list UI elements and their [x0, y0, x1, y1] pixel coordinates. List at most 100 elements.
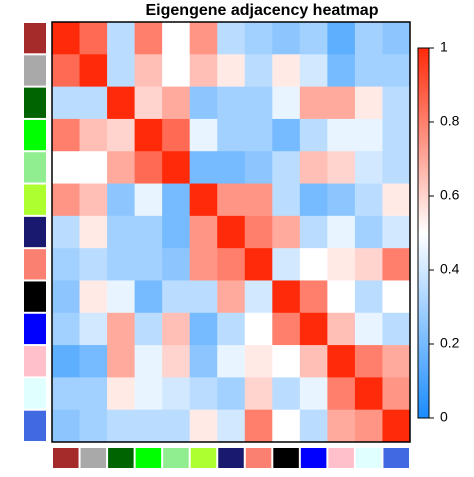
heat-cell: [272, 86, 301, 120]
heat-cell: [327, 54, 356, 88]
heat-cell: [134, 280, 163, 314]
heat-cell: [327, 215, 356, 249]
heat-cell: [134, 86, 163, 120]
heat-cell: [272, 151, 301, 185]
heat-cell: [134, 409, 163, 443]
heat-cell: [189, 377, 218, 411]
heat-cell: [52, 183, 81, 217]
colorbar-tick-label: 0.2: [440, 335, 460, 351]
heat-cell: [79, 377, 108, 411]
heat-cell: [327, 118, 356, 152]
row-module-color: [24, 119, 46, 151]
heat-cell: [79, 215, 108, 249]
heat-cell: [272, 345, 301, 378]
heat-cell: [162, 118, 191, 152]
heat-cell: [354, 215, 383, 249]
heat-cell: [327, 409, 356, 443]
heat-cell: [52, 118, 81, 152]
row-module-color: [24, 313, 46, 345]
heat-cell: [52, 86, 81, 120]
heat-cell: [244, 183, 273, 217]
heat-cell: [107, 22, 136, 55]
heat-cell: [272, 22, 301, 55]
heat-cell: [244, 86, 273, 120]
col-module-color: [273, 448, 299, 468]
heat-cell: [79, 118, 108, 152]
heat-cell: [134, 215, 163, 249]
heat-cell: [79, 409, 108, 443]
heat-cell: [272, 377, 301, 411]
heat-cell: [382, 409, 411, 443]
heat-cell: [217, 86, 246, 120]
row-module-color: [24, 378, 46, 409]
heat-cell: [354, 345, 383, 378]
row-module-color: [24, 55, 46, 86]
heat-cell: [272, 118, 301, 152]
row-module-color: [24, 249, 46, 280]
heat-cell: [217, 280, 246, 314]
heat-cell: [244, 215, 273, 249]
heat-cell: [354, 312, 383, 346]
heat-cell: [134, 377, 163, 411]
heat-cell: [217, 54, 246, 88]
col-module-color: [53, 448, 79, 468]
heat-cell: [162, 377, 191, 411]
heat-cell: [299, 118, 328, 152]
heat-cell: [107, 409, 136, 443]
heat-cell: [79, 86, 108, 120]
heat-cell: [217, 248, 246, 281]
heat-cell: [354, 22, 383, 55]
heat-cell: [354, 54, 383, 88]
heat-cell: [107, 215, 136, 249]
heat-cell: [79, 151, 108, 185]
heat-cell: [299, 409, 328, 443]
heat-cell: [189, 345, 218, 378]
row-module-color: [24, 184, 46, 215]
colorbar-tick-label: 0: [440, 409, 448, 425]
heat-cell: [327, 248, 356, 281]
col-module-color: [80, 448, 107, 468]
heat-cell: [162, 183, 191, 217]
row-module-color: [24, 216, 46, 248]
heat-cell: [189, 280, 218, 314]
heat-cell: [272, 312, 301, 346]
heat-cell: [162, 248, 191, 281]
heat-cell: [189, 151, 218, 185]
row-module-color: [24, 23, 46, 54]
heat-cell: [107, 54, 136, 88]
col-module-color: [245, 448, 272, 468]
heat-cell: [52, 54, 81, 88]
heat-cell: [162, 409, 191, 443]
plot-border: [51, 21, 411, 443]
heat-cell: [382, 118, 411, 152]
heat-cell: [299, 151, 328, 185]
heat-cell: [299, 86, 328, 120]
heat-cell: [244, 248, 273, 281]
col-module-color: [218, 448, 244, 468]
heat-cell: [272, 54, 301, 88]
heat-cell: [107, 280, 136, 314]
heat-cell: [189, 215, 218, 249]
heat-cell: [217, 118, 246, 152]
row-module-color: [24, 346, 46, 377]
heat-cell: [52, 312, 81, 346]
heat-cell: [327, 280, 356, 314]
heat-cell: [189, 183, 218, 217]
col-module-color: [328, 448, 354, 468]
heat-cell: [244, 22, 273, 55]
heat-cell: [382, 377, 411, 411]
heat-cell: [244, 409, 273, 443]
heat-cell: [272, 248, 301, 281]
heat-cell: [327, 345, 356, 378]
heat-cell: [382, 183, 411, 217]
heat-cell: [244, 54, 273, 88]
heat-cell: [299, 22, 328, 55]
heat-cell: [382, 54, 411, 88]
col-module-color: [190, 448, 217, 468]
heat-cell: [162, 86, 191, 120]
heat-cell: [52, 377, 81, 411]
heat-cell: [162, 280, 191, 314]
heat-cell: [382, 248, 411, 281]
heat-cell: [354, 151, 383, 185]
heat-cell: [354, 280, 383, 314]
